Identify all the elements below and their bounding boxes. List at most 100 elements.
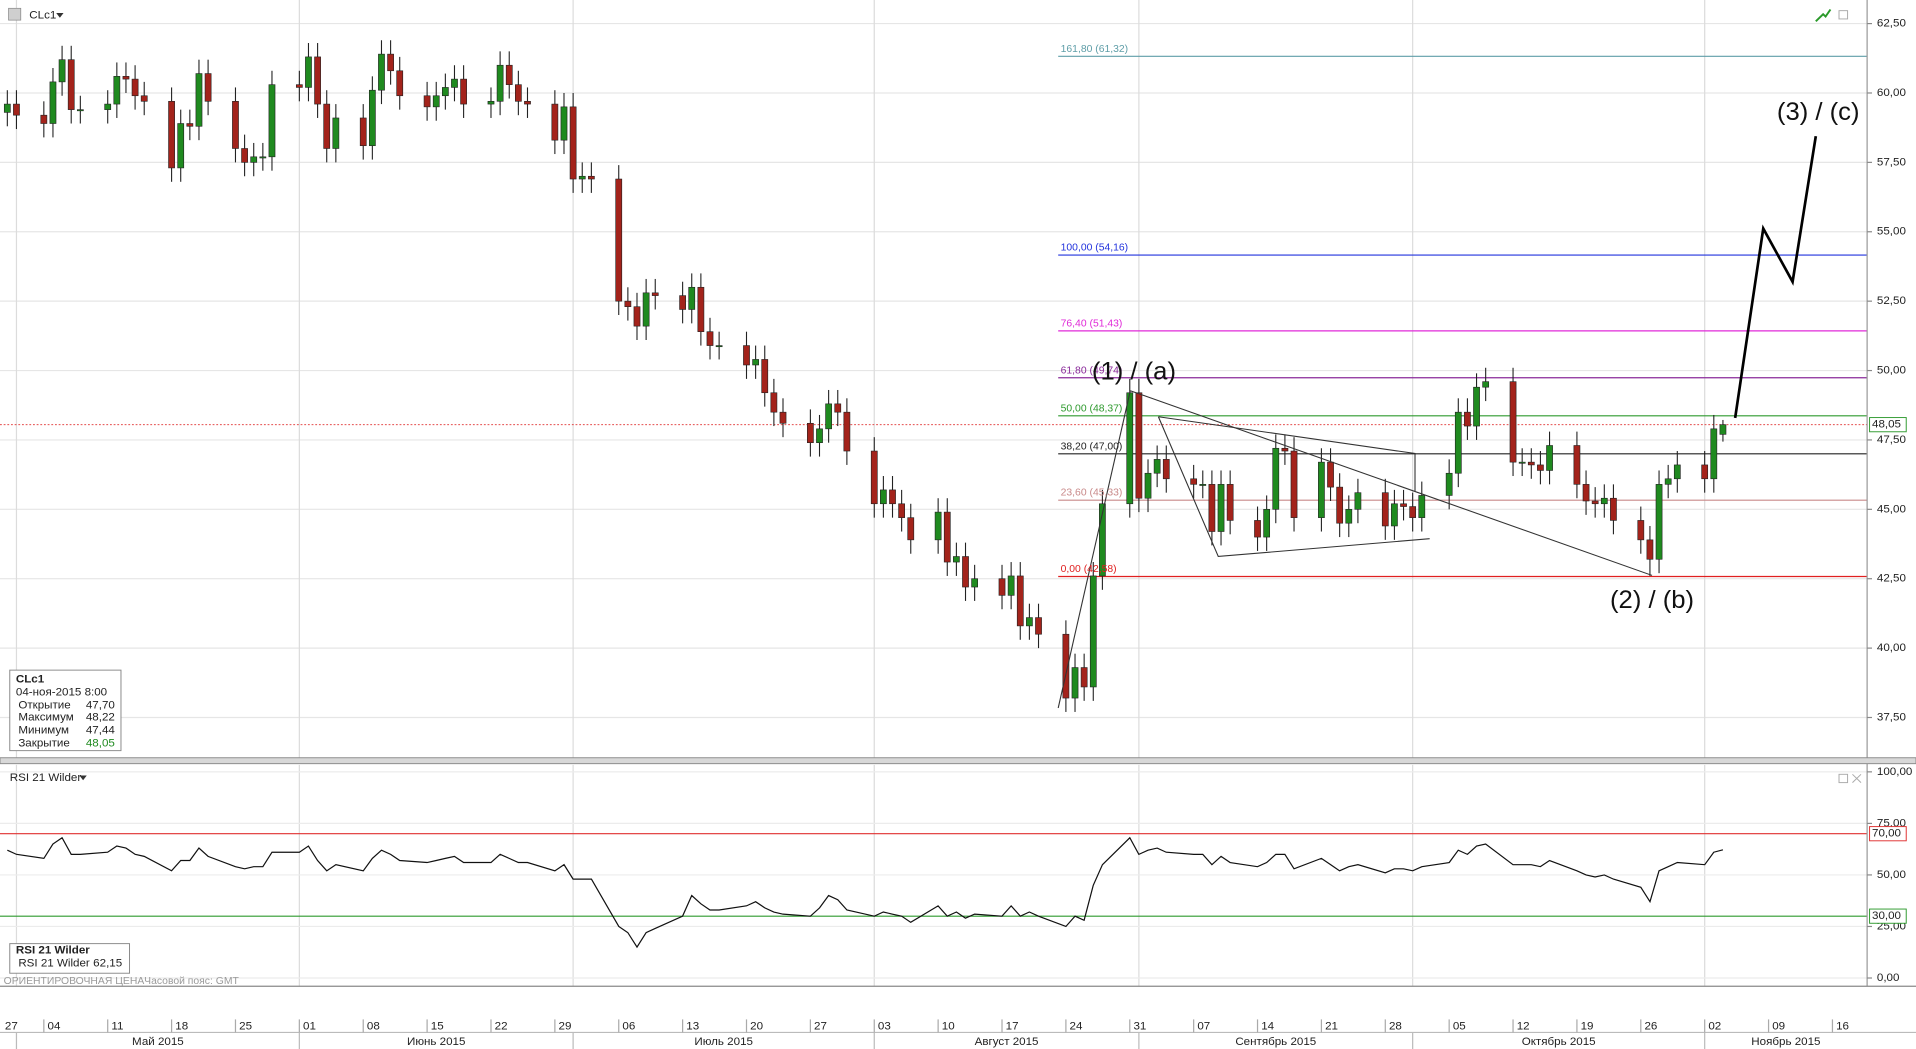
candle-body [131,78,139,97]
candle-body [1710,428,1718,480]
x-tick-label: 24 [1070,1021,1084,1033]
x-tick-label: 16 [1836,1021,1849,1033]
candle-body [305,56,312,88]
window-icon[interactable] [1838,10,1849,20]
candle-body [1026,617,1033,627]
info-label: Максимум [18,712,74,724]
candle-body [1062,633,1070,699]
candle-body [1655,484,1663,560]
candle-body [807,422,814,444]
candle-body [250,156,258,163]
x-tick-label: 29 [559,1021,572,1033]
wave-label: (3) / (c) [1777,99,1860,127]
candle-body [1418,495,1426,518]
y-tick-label: 50,00 [1877,365,1906,377]
x-tick-label: 10 [942,1021,955,1033]
candle-body [697,286,705,332]
candle-body [387,53,394,72]
candle-body [13,103,20,116]
y-tick-label: 62,50 [1877,18,1906,30]
info-label: Открытие [18,700,70,712]
candle-body [679,295,686,310]
candle-body [177,123,185,169]
x-tick-label: 17 [1006,1021,1019,1033]
x-tick-label: 04 [47,1021,61,1033]
candle-body [706,331,714,346]
candle-body [40,114,48,124]
y-tick-label: 75,00 [1877,818,1906,830]
candle-body [1126,392,1134,505]
candle-body [432,95,440,108]
candle-body [1701,464,1709,480]
candle-body [770,392,778,413]
dropdown-arrow[interactable] [79,775,87,781]
candle-body [1007,575,1015,596]
candle-body [58,59,66,83]
candle-body [1016,575,1024,627]
candle-body [1573,445,1581,485]
x-tick-label: 31 [1133,1021,1146,1033]
candle-body [615,178,623,302]
candle-body [1600,497,1608,505]
candle-body [688,286,696,310]
rsi-box-value: 62,15 [93,958,122,970]
candle-body [515,84,522,102]
y-tick-label: 57,50 [1877,156,1906,168]
info-label: Закрытие [18,738,70,750]
rsi-level-label: 30,00 [1872,910,1901,922]
candle-body [1336,486,1344,524]
x-tick-label: 19 [1581,1021,1594,1033]
trend-lines [1057,135,1818,709]
candle-body [1391,503,1398,527]
symbol-icon[interactable] [8,7,22,21]
candle-body [962,556,969,588]
candle-body [1546,445,1553,471]
candle-body [715,345,723,348]
candle-body [113,76,121,105]
x-tick-label: 07 [1197,1021,1210,1033]
candle-body [1254,520,1261,538]
fib-label: 100,00 (54,16) [1061,243,1129,254]
candle-body [934,511,942,541]
triangle-top [1158,416,1416,492]
y-tick-label: 37,50 [1877,712,1906,724]
candle-body [907,517,915,541]
candle-body [1591,500,1599,505]
x-tick-label: 01 [303,1021,316,1033]
candle-body [460,78,467,105]
candle-body [943,511,951,563]
candle-body [1409,506,1417,518]
month-label: Июнь 2015 [407,1036,465,1048]
candle-body [834,403,842,413]
month-label: Май 2015 [132,1036,184,1048]
x-tick-label: 02 [1708,1021,1721,1033]
candle-body [496,64,504,102]
rsi-line [7,836,1724,949]
candle-body [195,73,203,127]
window-icon[interactable] [1838,773,1849,784]
candle-body [743,345,750,366]
y-tick-label: 47,50 [1877,434,1906,446]
x-tick-label: 05 [1453,1021,1466,1033]
dropdown-arrow[interactable] [56,13,64,18]
candle-body [1482,381,1490,388]
rsi-title[interactable]: RSI 21 Wilder [10,772,82,784]
candle-body [551,103,559,141]
candle-body [569,106,577,180]
candle-body [232,101,239,149]
candle-body [588,175,595,180]
rsi-level-box [1869,908,1907,924]
toolbar-icon[interactable] [1815,8,1832,22]
month-label: Сентябрь 2015 [1235,1036,1316,1048]
wave-label: (1) / (a) [1092,358,1176,386]
y-tick-label: 100,00 [1877,766,1912,778]
x-tick-label: 14 [1261,1021,1275,1033]
candle-body [1153,459,1161,474]
price-note: ОРИЕНТИРОВОЧНАЯ ЦЕНА [4,976,145,987]
x-tick-label: 15 [431,1021,444,1033]
close-icon[interactable] [1852,773,1862,783]
symbol-title[interactable]: CLc1 [29,10,56,22]
candle-body [314,56,321,105]
candle-body [1135,392,1143,499]
fib-label: 161,80 (61,32) [1061,44,1129,55]
